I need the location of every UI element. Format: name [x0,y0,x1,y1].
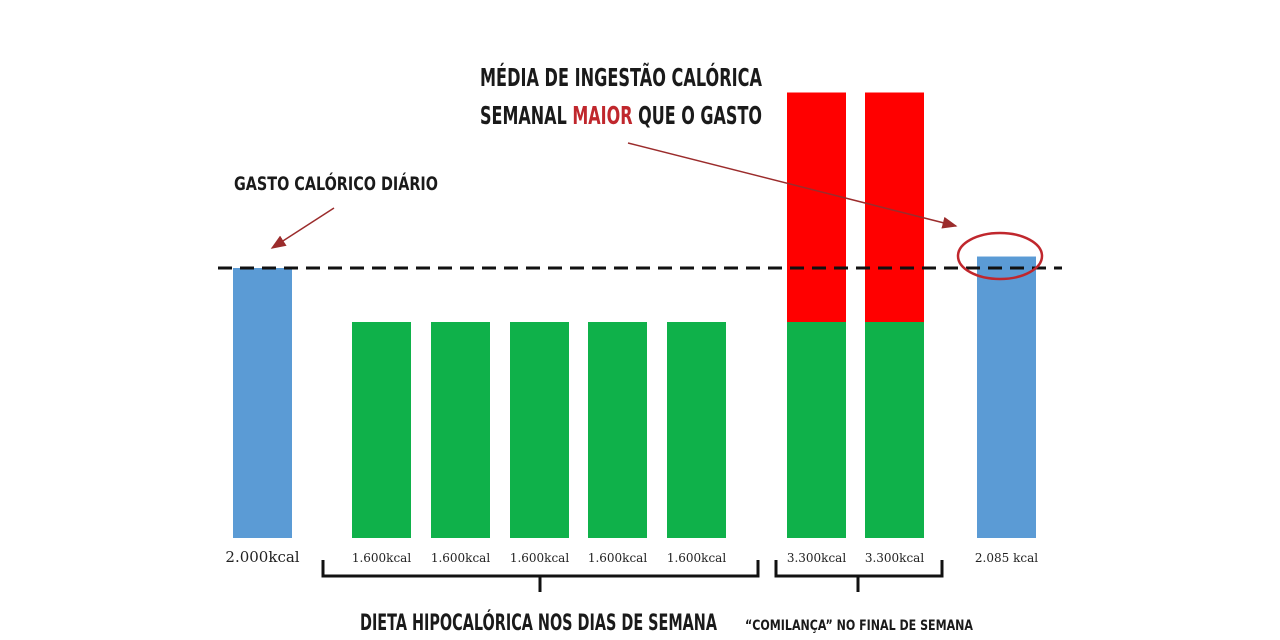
average-line2-pre: SEMANAL [480,101,572,130]
bar-1 [233,268,292,538]
bar-8-label: 3.300kcal [865,551,925,565]
bar-5-label: 1.600kcal [588,551,648,565]
average-arrow [627,142,958,229]
average-highlight-circle [956,231,1044,281]
bar-7-label: 3.300kcal [787,551,847,565]
daily-expenditure-arrow [270,207,335,249]
weekend-bracket [774,560,944,592]
daily-expenditure-annotation: GASTO CALÓRICO DIÁRIO [234,171,438,195]
bar-1-label: 2.000kcal [225,548,299,566]
bar-3-label: 1.600kcal [431,551,491,565]
average-line2-post: QUE O GASTO [633,101,762,130]
bar-9 [977,256,1036,538]
average-annotation-line2: SEMANAL MAIOR QUE O GASTO [480,101,762,130]
average-annotation-line1: MÉDIA DE INGESTÃO CALÓRICA [480,62,762,92]
bar-4 [510,322,569,538]
bar-2 [352,322,411,538]
bar-5 [588,322,647,538]
bar-6-label: 1.600kcal [667,551,727,565]
bar-6 [667,322,726,538]
bar-2-label: 1.600kcal [352,551,412,565]
weekday-group-label: DIETA HIPOCALÓRICA NOS DIAS DE SEMANA [360,610,717,636]
weekend-group-label: “COMILANÇA” NO FINAL DE SEMANA [745,618,973,634]
bar-8 [865,322,924,538]
weekday-bracket [321,560,760,592]
bar-3 [431,322,490,538]
bar-7-surplus [787,92,846,322]
bar-8-surplus [865,92,924,322]
bar-9-label: 2.085 kcal [975,551,1038,565]
average-line2-highlight: MAIOR [572,101,632,130]
bar-7 [787,322,846,538]
bars: 2.000kcal 1.600kcal 1.600kcal 1.600kcal 1.60… [225,92,1038,566]
bar-4-label: 1.600kcal [510,551,570,565]
